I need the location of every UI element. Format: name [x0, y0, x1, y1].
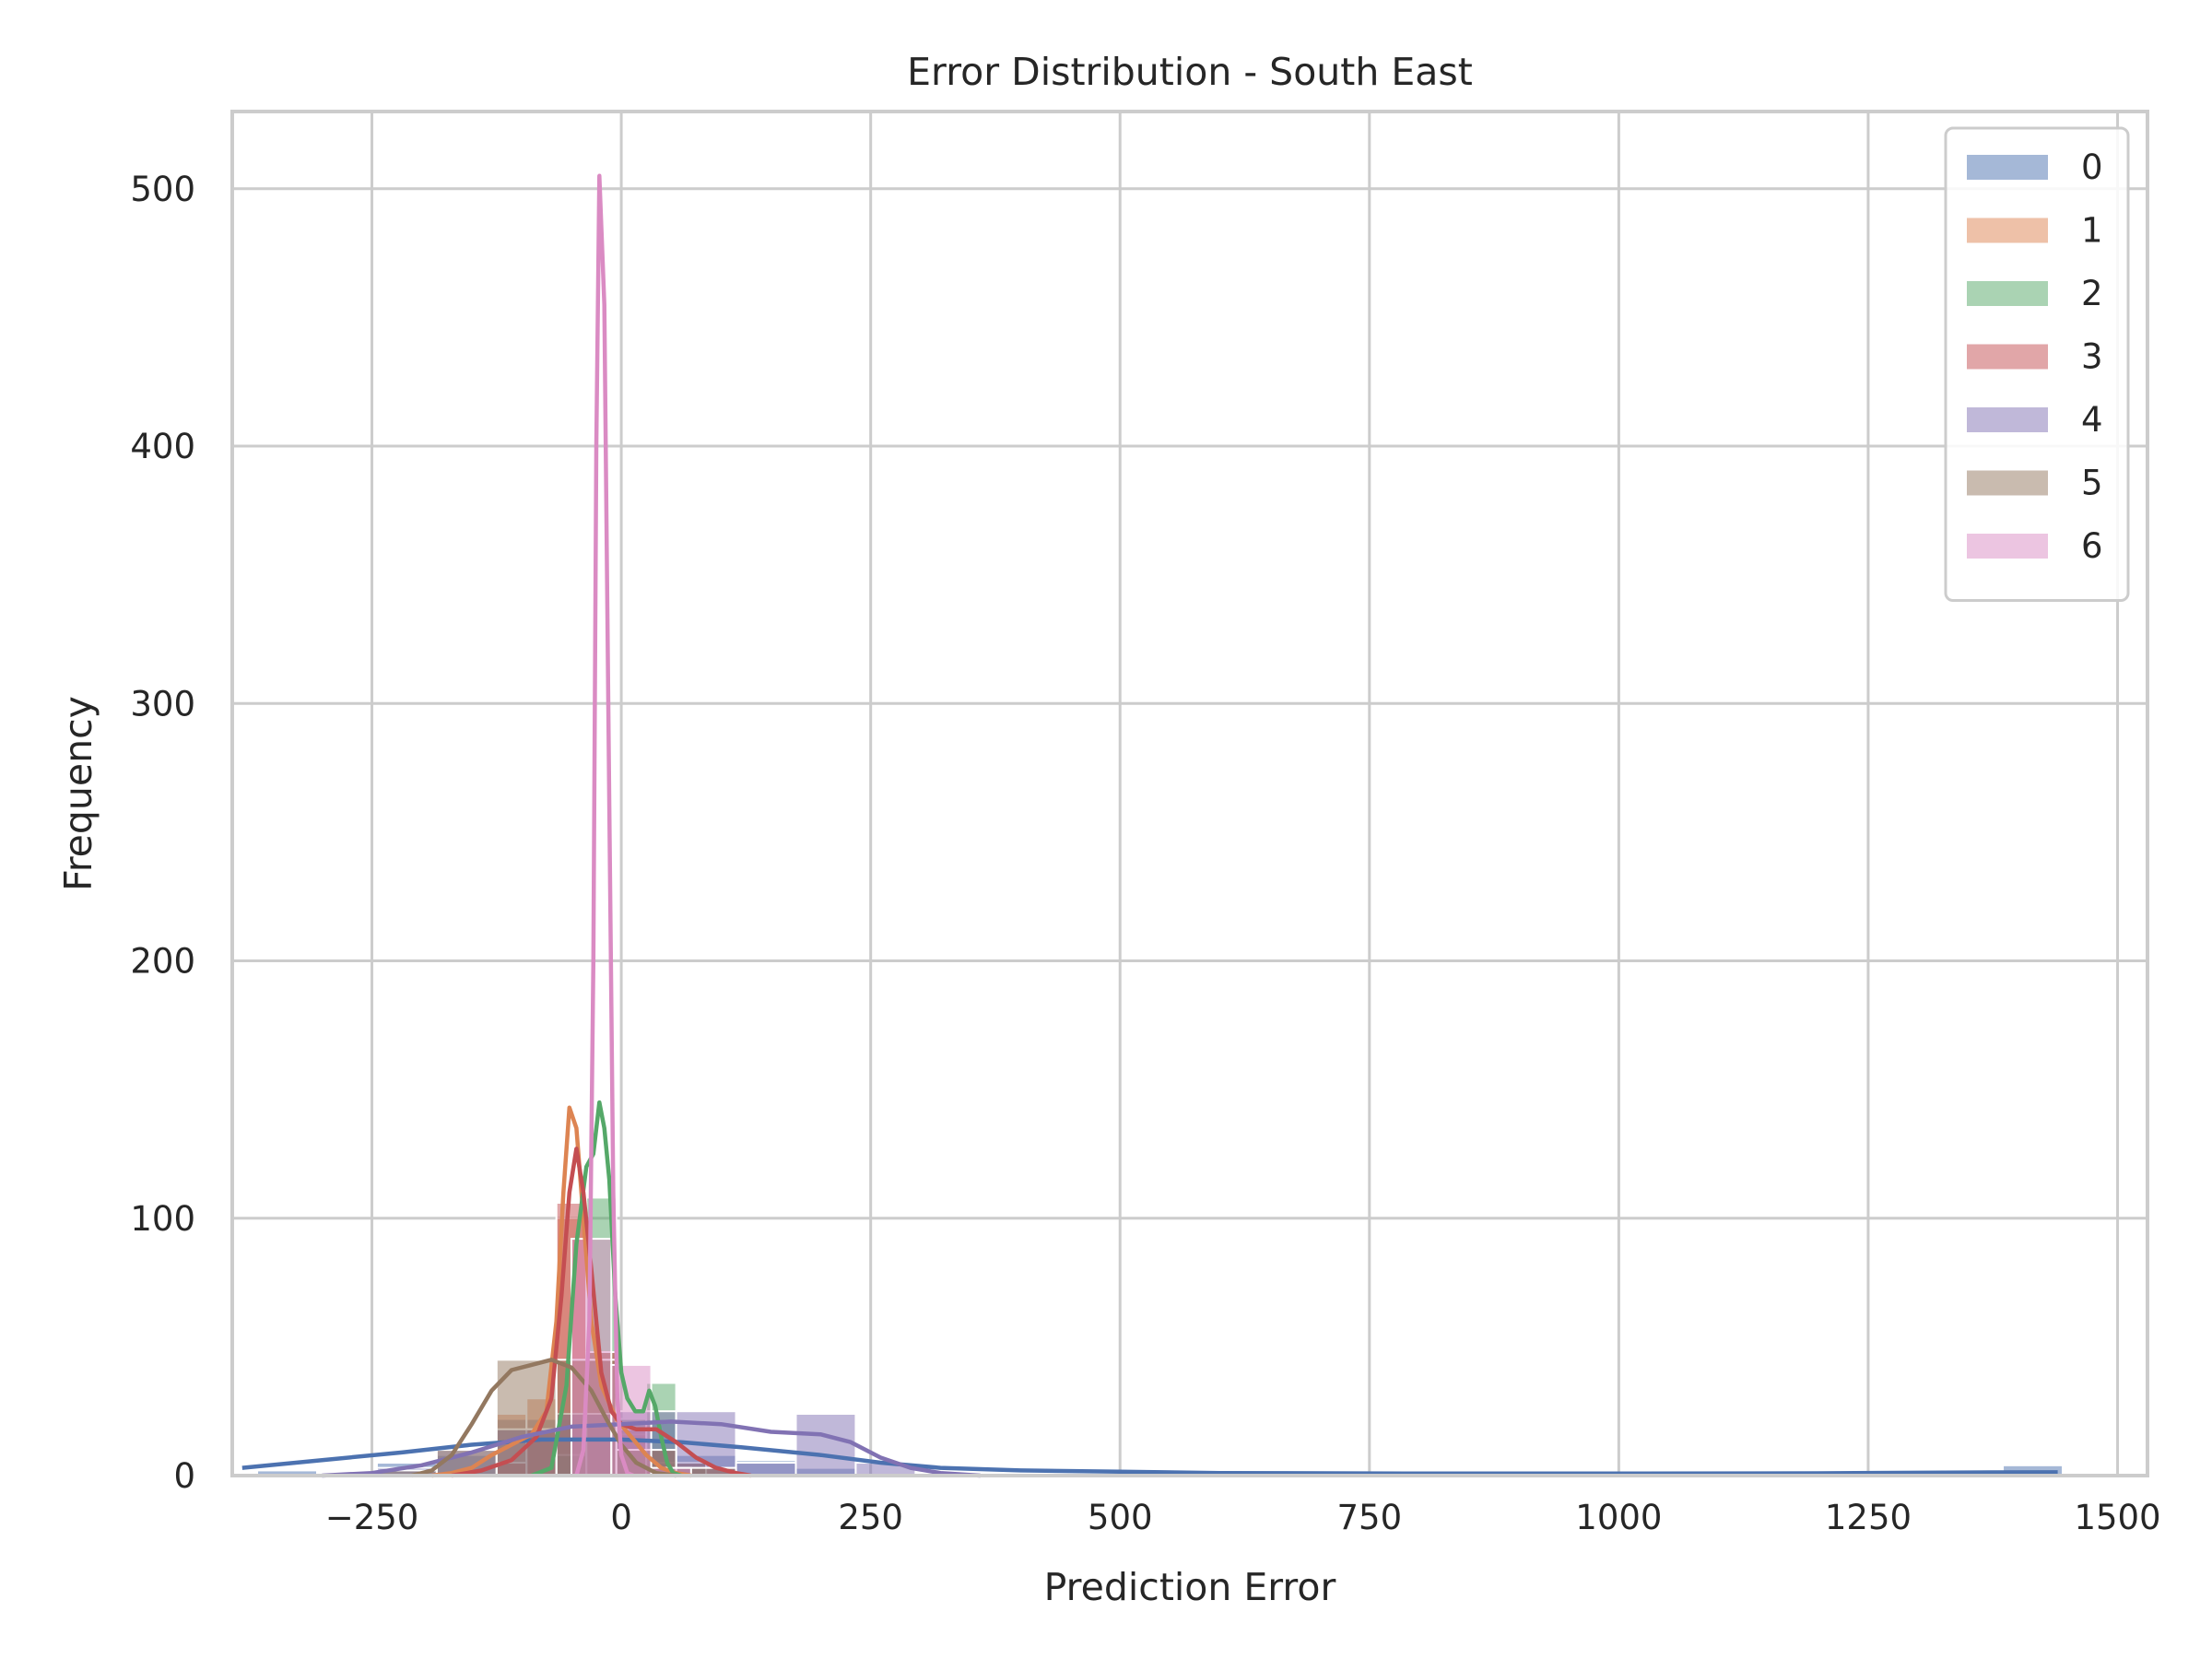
y-tick-label: 400 — [130, 427, 195, 466]
legend-label: 3 — [2081, 337, 2103, 377]
x-axis-label: Prediction Error — [1044, 1565, 1336, 1609]
kde-curves — [241, 173, 2058, 1478]
x-tick-label: 1500 — [2074, 1498, 2160, 1537]
kde-line-series-5 — [411, 1358, 677, 1478]
y-axis-ticks: 0 100 200 300 400 500 — [130, 170, 195, 1496]
kde-line-series-0 — [241, 1437, 2058, 1477]
legend-label: 0 — [2081, 147, 2103, 187]
legend-label: 2 — [2081, 274, 2103, 313]
y-axis-label: Frequency — [56, 696, 100, 891]
y-tick-label: 0 — [173, 1456, 195, 1496]
legend-label: 1 — [2081, 211, 2103, 251]
plot-frame — [230, 110, 2149, 1477]
x-tick-label: 1250 — [1825, 1498, 1912, 1537]
x-tick-label: 750 — [1337, 1498, 1403, 1537]
legend-swatch — [1967, 155, 2048, 180]
legend-label: 6 — [2081, 526, 2103, 566]
legend-swatch — [1967, 218, 2048, 243]
y-tick-label: 200 — [130, 942, 195, 982]
legend-swatch — [1967, 534, 2048, 559]
x-axis-ticks: −250 0 250 500 750 1000 1250 1500 — [325, 1498, 2161, 1537]
x-tick-label: −250 — [325, 1498, 419, 1537]
kde-line-series-1 — [431, 1105, 692, 1478]
y-tick-label: 500 — [130, 170, 195, 209]
x-tick-label: 0 — [610, 1498, 632, 1537]
kde-line-series-6 — [574, 173, 634, 1478]
legend-label: 5 — [2081, 464, 2103, 503]
legend-swatch — [1967, 470, 2048, 496]
legend: 0 1 2 3 4 5 6 — [1944, 126, 2130, 602]
histogram-bar-series-4 — [794, 1412, 857, 1477]
chart-title: Error Distribution - South East — [907, 50, 1473, 94]
kde-line-series-3 — [451, 1147, 752, 1478]
y-tick-label: 300 — [130, 684, 195, 724]
x-tick-label: 500 — [1088, 1498, 1153, 1537]
legend-swatch — [1967, 344, 2048, 370]
grid-lines — [232, 112, 2147, 1477]
legend-swatch — [1967, 407, 2048, 432]
legend-swatch — [1967, 281, 2048, 306]
legend-label: 4 — [2081, 400, 2103, 440]
x-tick-label: 250 — [838, 1498, 903, 1537]
y-tick-label: 100 — [130, 1199, 195, 1239]
x-tick-label: 1000 — [1575, 1498, 1662, 1537]
